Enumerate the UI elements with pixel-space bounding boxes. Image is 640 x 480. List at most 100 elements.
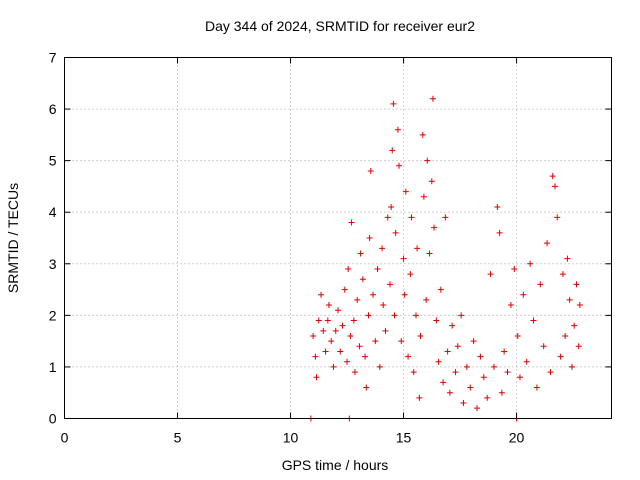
data-point	[365, 312, 372, 319]
data-point	[440, 379, 447, 386]
data-point	[575, 343, 582, 350]
data-point	[359, 276, 366, 283]
data-point	[544, 240, 551, 247]
data-point	[527, 260, 534, 267]
y-tick-label: 2	[49, 307, 57, 323]
data-point	[520, 291, 527, 298]
y-tick-label: 3	[49, 256, 57, 272]
data-point	[417, 332, 424, 339]
data-point	[501, 348, 508, 355]
data-point	[537, 281, 544, 288]
data-point	[467, 384, 474, 391]
data-point	[551, 183, 558, 190]
data-point	[388, 204, 395, 211]
axis-ticks	[64, 57, 612, 419]
data-point	[484, 394, 491, 401]
data-point	[420, 193, 427, 200]
data-point	[341, 286, 348, 293]
data-point	[568, 363, 575, 370]
data-point	[487, 271, 494, 278]
data-point	[571, 322, 578, 329]
data-point	[557, 353, 564, 360]
data-point	[523, 358, 530, 365]
data-point	[410, 369, 417, 376]
y-tick-label: 5	[49, 153, 57, 169]
data-point	[379, 245, 386, 252]
data-point	[530, 317, 537, 324]
data-point	[357, 250, 364, 257]
data-point	[576, 302, 583, 309]
data-point	[337, 348, 344, 355]
data-point	[494, 204, 501, 211]
y-tick-label: 7	[49, 50, 57, 66]
data-point	[460, 400, 467, 407]
data-point	[367, 167, 374, 174]
data-point	[573, 281, 580, 288]
data-point	[380, 302, 387, 309]
data-point	[554, 214, 561, 221]
data-point	[351, 369, 358, 376]
data-point	[514, 332, 521, 339]
data-points	[307, 95, 583, 422]
data-point	[335, 307, 341, 314]
data-point	[322, 348, 329, 355]
data-point	[354, 296, 361, 303]
data-point	[312, 353, 319, 360]
data-point	[382, 327, 389, 334]
data-point	[423, 296, 430, 303]
data-point	[405, 353, 412, 360]
x-tick-label: 0	[61, 430, 69, 446]
data-point	[374, 265, 381, 272]
data-point	[428, 178, 435, 185]
y-tick-label: 6	[49, 101, 57, 117]
data-point	[559, 271, 566, 278]
data-point	[474, 405, 481, 412]
data-point	[408, 214, 415, 221]
data-point	[396, 162, 403, 169]
data-point	[516, 374, 523, 381]
data-point	[402, 188, 409, 195]
data-point	[547, 369, 554, 376]
data-point	[444, 348, 451, 355]
data-point	[363, 384, 370, 391]
data-point	[435, 358, 442, 365]
data-point	[540, 343, 547, 350]
data-point	[507, 302, 514, 309]
data-point	[398, 338, 405, 345]
data-point	[442, 214, 449, 221]
x-tick-label: 15	[396, 430, 412, 446]
data-point	[458, 312, 465, 319]
data-point	[562, 332, 569, 339]
chart-title: Day 344 of 2024, SRMTID for receiver eur…	[205, 18, 475, 34]
data-point	[431, 224, 438, 231]
x-tick-label: 20	[509, 430, 525, 446]
data-point	[330, 363, 337, 370]
data-point	[376, 363, 383, 370]
plot-frame	[64, 57, 612, 419]
data-point	[391, 312, 398, 319]
data-point	[392, 229, 399, 236]
data-point	[384, 214, 391, 221]
data-point	[416, 394, 423, 401]
data-point	[313, 374, 320, 381]
data-point	[344, 358, 351, 365]
data-point	[511, 265, 518, 272]
data-point	[390, 100, 397, 107]
data-point	[328, 338, 335, 345]
data-point	[480, 374, 487, 381]
data-point	[549, 173, 556, 180]
y-tick-label: 1	[49, 359, 57, 375]
x-axis-label: GPS time / hours	[282, 457, 389, 473]
data-point	[477, 353, 484, 360]
data-point	[414, 245, 421, 252]
data-point	[429, 95, 436, 102]
data-point	[490, 363, 497, 370]
data-point	[433, 317, 440, 324]
data-point	[324, 317, 331, 324]
data-point	[389, 147, 396, 154]
data-point	[362, 353, 369, 360]
data-point	[419, 131, 426, 138]
data-point	[566, 296, 573, 303]
x-tick-label: 5	[174, 430, 182, 446]
